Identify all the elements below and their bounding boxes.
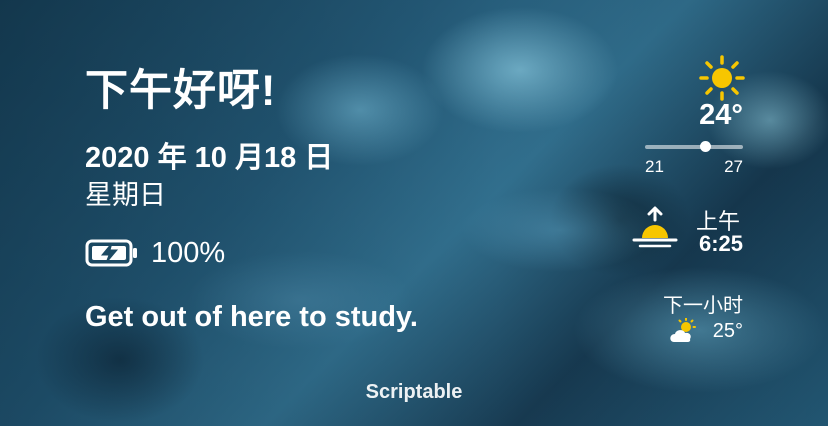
next-hour-temperature: 25°	[712, 320, 743, 342]
high-temperature: 27	[724, 157, 743, 176]
greeting-title: 下午好呀!	[85, 67, 277, 115]
next-hour-label: 下一小时	[663, 295, 743, 317]
weekday-label: 星期日	[85, 180, 166, 210]
sunrise-icon	[632, 206, 678, 248]
temperature-range-bar	[645, 141, 743, 152]
sun-icon	[699, 55, 745, 101]
sunrise-period: 上午	[695, 209, 740, 234]
current-temperature: 24°	[699, 99, 743, 131]
motto-text: Get out of here to study.	[85, 301, 418, 333]
temperature-range-marker	[700, 141, 711, 152]
sunrise-time: 6:25	[698, 231, 743, 256]
battery-percent: 100%	[151, 236, 226, 269]
date-label: 2020 年 10 月18 日	[85, 142, 334, 174]
low-temperature: 21	[645, 157, 664, 176]
source-label: Scriptable	[365, 381, 463, 403]
partly-cloudy-icon	[670, 318, 696, 342]
battery-charging-icon	[85, 239, 137, 267]
battery-status: 100%	[85, 236, 225, 270]
